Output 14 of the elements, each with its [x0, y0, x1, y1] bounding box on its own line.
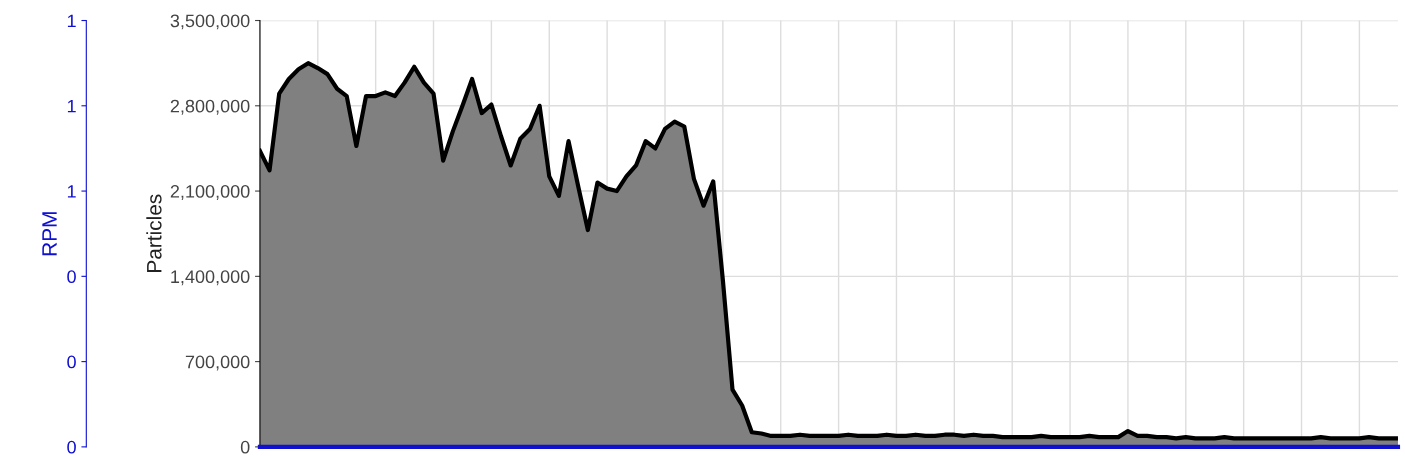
y2-tick-label: 0 — [67, 440, 76, 454]
y-tick-label: 2,800,000 — [170, 99, 250, 115]
y2-tick-label: 1 — [67, 99, 76, 113]
y-tick-label: 700,000 — [185, 355, 250, 371]
y-tick-label: 3,500,000 — [170, 14, 250, 30]
y2-tick-label: 0 — [67, 270, 76, 284]
y-axis-title: Particles — [146, 194, 162, 272]
y-tick-label: 0 — [240, 440, 250, 454]
y2-axis-title: RPM — [42, 212, 57, 256]
y2-tick-label: 0 — [67, 355, 76, 369]
y-tick-label: 2,100,000 — [170, 185, 250, 200]
y-tick-label: 1,400,000 — [171, 270, 250, 286]
y2-tick-label: 1 — [67, 185, 76, 198]
y2-tick-label: 1 — [67, 14, 76, 28]
